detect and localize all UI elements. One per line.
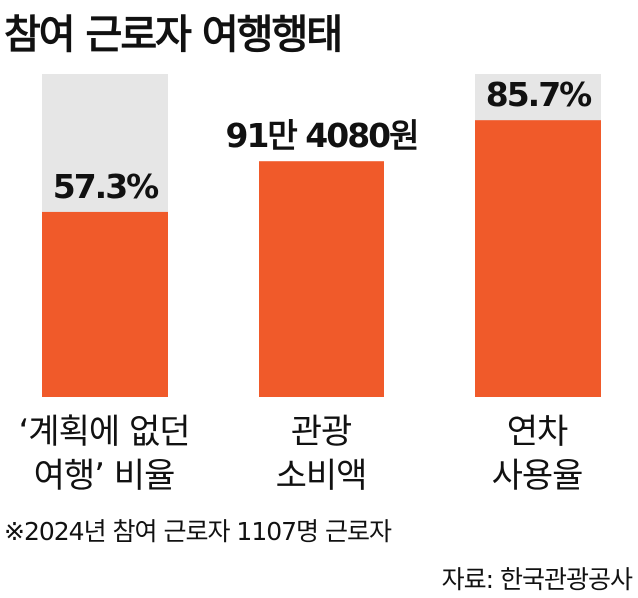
footnote: ※2024년 참여 근로자 1107명 근로자 <box>4 517 392 546</box>
category-label-tourism-spending: 관광 소비액 <box>221 410 421 498</box>
category-label-line2: 여행’ 비율 <box>33 456 176 496</box>
chart-title: 참여 근로자 여행행태 <box>4 12 343 58</box>
value-label-unplanned-travel: 57.3% <box>53 167 159 206</box>
bar-tourism-spending <box>259 161 384 397</box>
value-label-tourism-spending: 91만 4080원 <box>226 116 418 155</box>
value-label-leave-usage: 85.7% <box>486 75 592 114</box>
bar-unplanned-travel <box>42 211 168 397</box>
category-label-line1: 연차 <box>506 412 569 452</box>
category-label-leave-usage: 연차 사용율 <box>437 410 637 498</box>
category-label-line2: 소비액 <box>275 456 368 496</box>
source-note: 자료: 한국관광공사 <box>441 565 633 594</box>
category-label-unplanned-travel: ‘계획에 없던 여행’ 비율 <box>4 410 204 498</box>
bar-leave-usage <box>475 120 601 398</box>
category-label-line1: ‘계획에 없던 <box>18 412 190 452</box>
category-label-line2: 사용율 <box>491 456 584 496</box>
category-label-line1: 관광 <box>290 412 353 452</box>
